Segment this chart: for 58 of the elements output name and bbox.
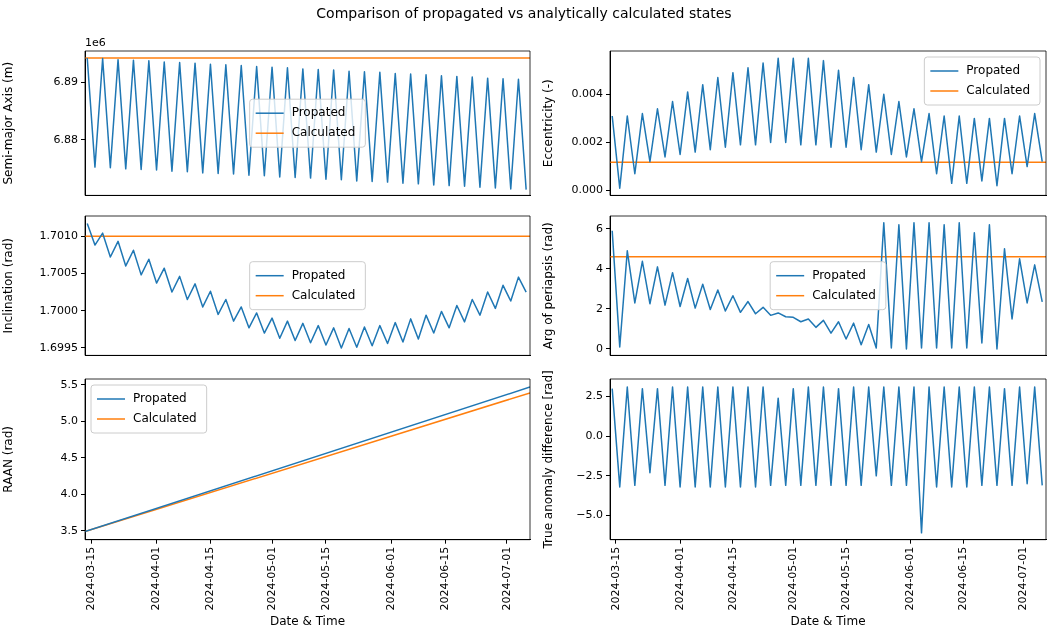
y-axis-title: True anomaly difference [rad] (541, 370, 556, 550)
y-tick-label: −2.5 (576, 468, 603, 482)
x-tick-label: 2024-04-01 (672, 546, 686, 611)
y-tick-label: 0 (596, 341, 603, 355)
legend-label: Calculated (133, 411, 197, 426)
y-tick-label: 6.89 (53, 75, 78, 89)
x-tick-label: 2024-05-15 (838, 546, 852, 611)
y-tick-label: 0.004 (571, 87, 603, 101)
x-tick-label: 2024-05-15 (318, 546, 332, 611)
x-tick-label: 2024-06-01 (384, 546, 398, 611)
legend-label: Calculated (291, 125, 356, 140)
y-tick-label: 4 (596, 261, 603, 275)
y-tick-label: 0.002 (571, 135, 603, 149)
x-tick-label: 2024-04-01 (149, 546, 163, 611)
y-axis-title: Semi-major Axis (m) (1, 61, 16, 185)
y-axis-title: Inclination (rad) (1, 237, 16, 334)
y-tick-label: 0.0 (585, 429, 603, 443)
x-tick-label: 2024-06-15 (955, 546, 969, 611)
y-tick-label: 1.6995 (39, 340, 78, 354)
x-tick-label: 2024-07-01 (1016, 546, 1030, 611)
y-tick-label: 6 (596, 221, 603, 235)
y-tick-label: 1.7005 (39, 266, 78, 280)
y-tick-label: 1.7010 (39, 228, 78, 242)
x-tick-label: 2024-06-01 (903, 546, 917, 611)
legend-label: Propated (966, 63, 1021, 78)
y-tick-label: −5.0 (576, 508, 603, 522)
legend-label: Propated (291, 267, 346, 282)
y-tick-label: 4.0 (60, 487, 78, 501)
legend-label: Propated (291, 105, 346, 120)
y-axis-title: Eccentricity (-) (541, 79, 556, 168)
x-tick-label: 2024-03-15 (83, 546, 97, 611)
y-axis-title: Arg of periapsis (rad) (541, 222, 556, 350)
y-tick-label: 5.5 (60, 377, 78, 391)
x-tick-label: 2024-06-15 (438, 546, 452, 611)
y-tick-label: 3.5 (60, 523, 78, 537)
x-axis-title: Date & Time (790, 613, 866, 628)
legend-label: Calculated (812, 287, 876, 302)
legend-label: Propated (812, 267, 866, 282)
y-tick-label: 2 (596, 301, 603, 315)
y-tick-label: 0.000 (571, 183, 603, 197)
y-tick-label: 4.5 (60, 450, 78, 464)
x-tick-label: 2024-05-01 (264, 546, 278, 611)
x-tick-label: 2024-05-01 (786, 546, 800, 611)
x-axis-title: Date & Time (269, 613, 346, 628)
x-tick-label: 2024-04-15 (203, 546, 217, 611)
legend-label: Propated (133, 391, 187, 406)
y-tick-label: 6.88 (53, 132, 78, 146)
y-tick-label: 5.0 (60, 414, 78, 428)
legend-label: Calculated (966, 83, 1031, 98)
legend-label: Calculated (291, 287, 356, 302)
y-tick-label: 2.5 (585, 389, 603, 403)
text: 1e6 (85, 36, 106, 50)
y-axis-title: RAAN (rad) (1, 426, 16, 493)
y-tick-label: 1.7000 (39, 303, 78, 317)
x-tick-label: 2024-07-01 (499, 546, 513, 611)
x-tick-label: 2024-03-15 (608, 546, 622, 611)
chart-title: Comparison of propagated vs analytically calculated states (315, 5, 733, 21)
x-tick-label: 2024-04-15 (725, 546, 739, 611)
